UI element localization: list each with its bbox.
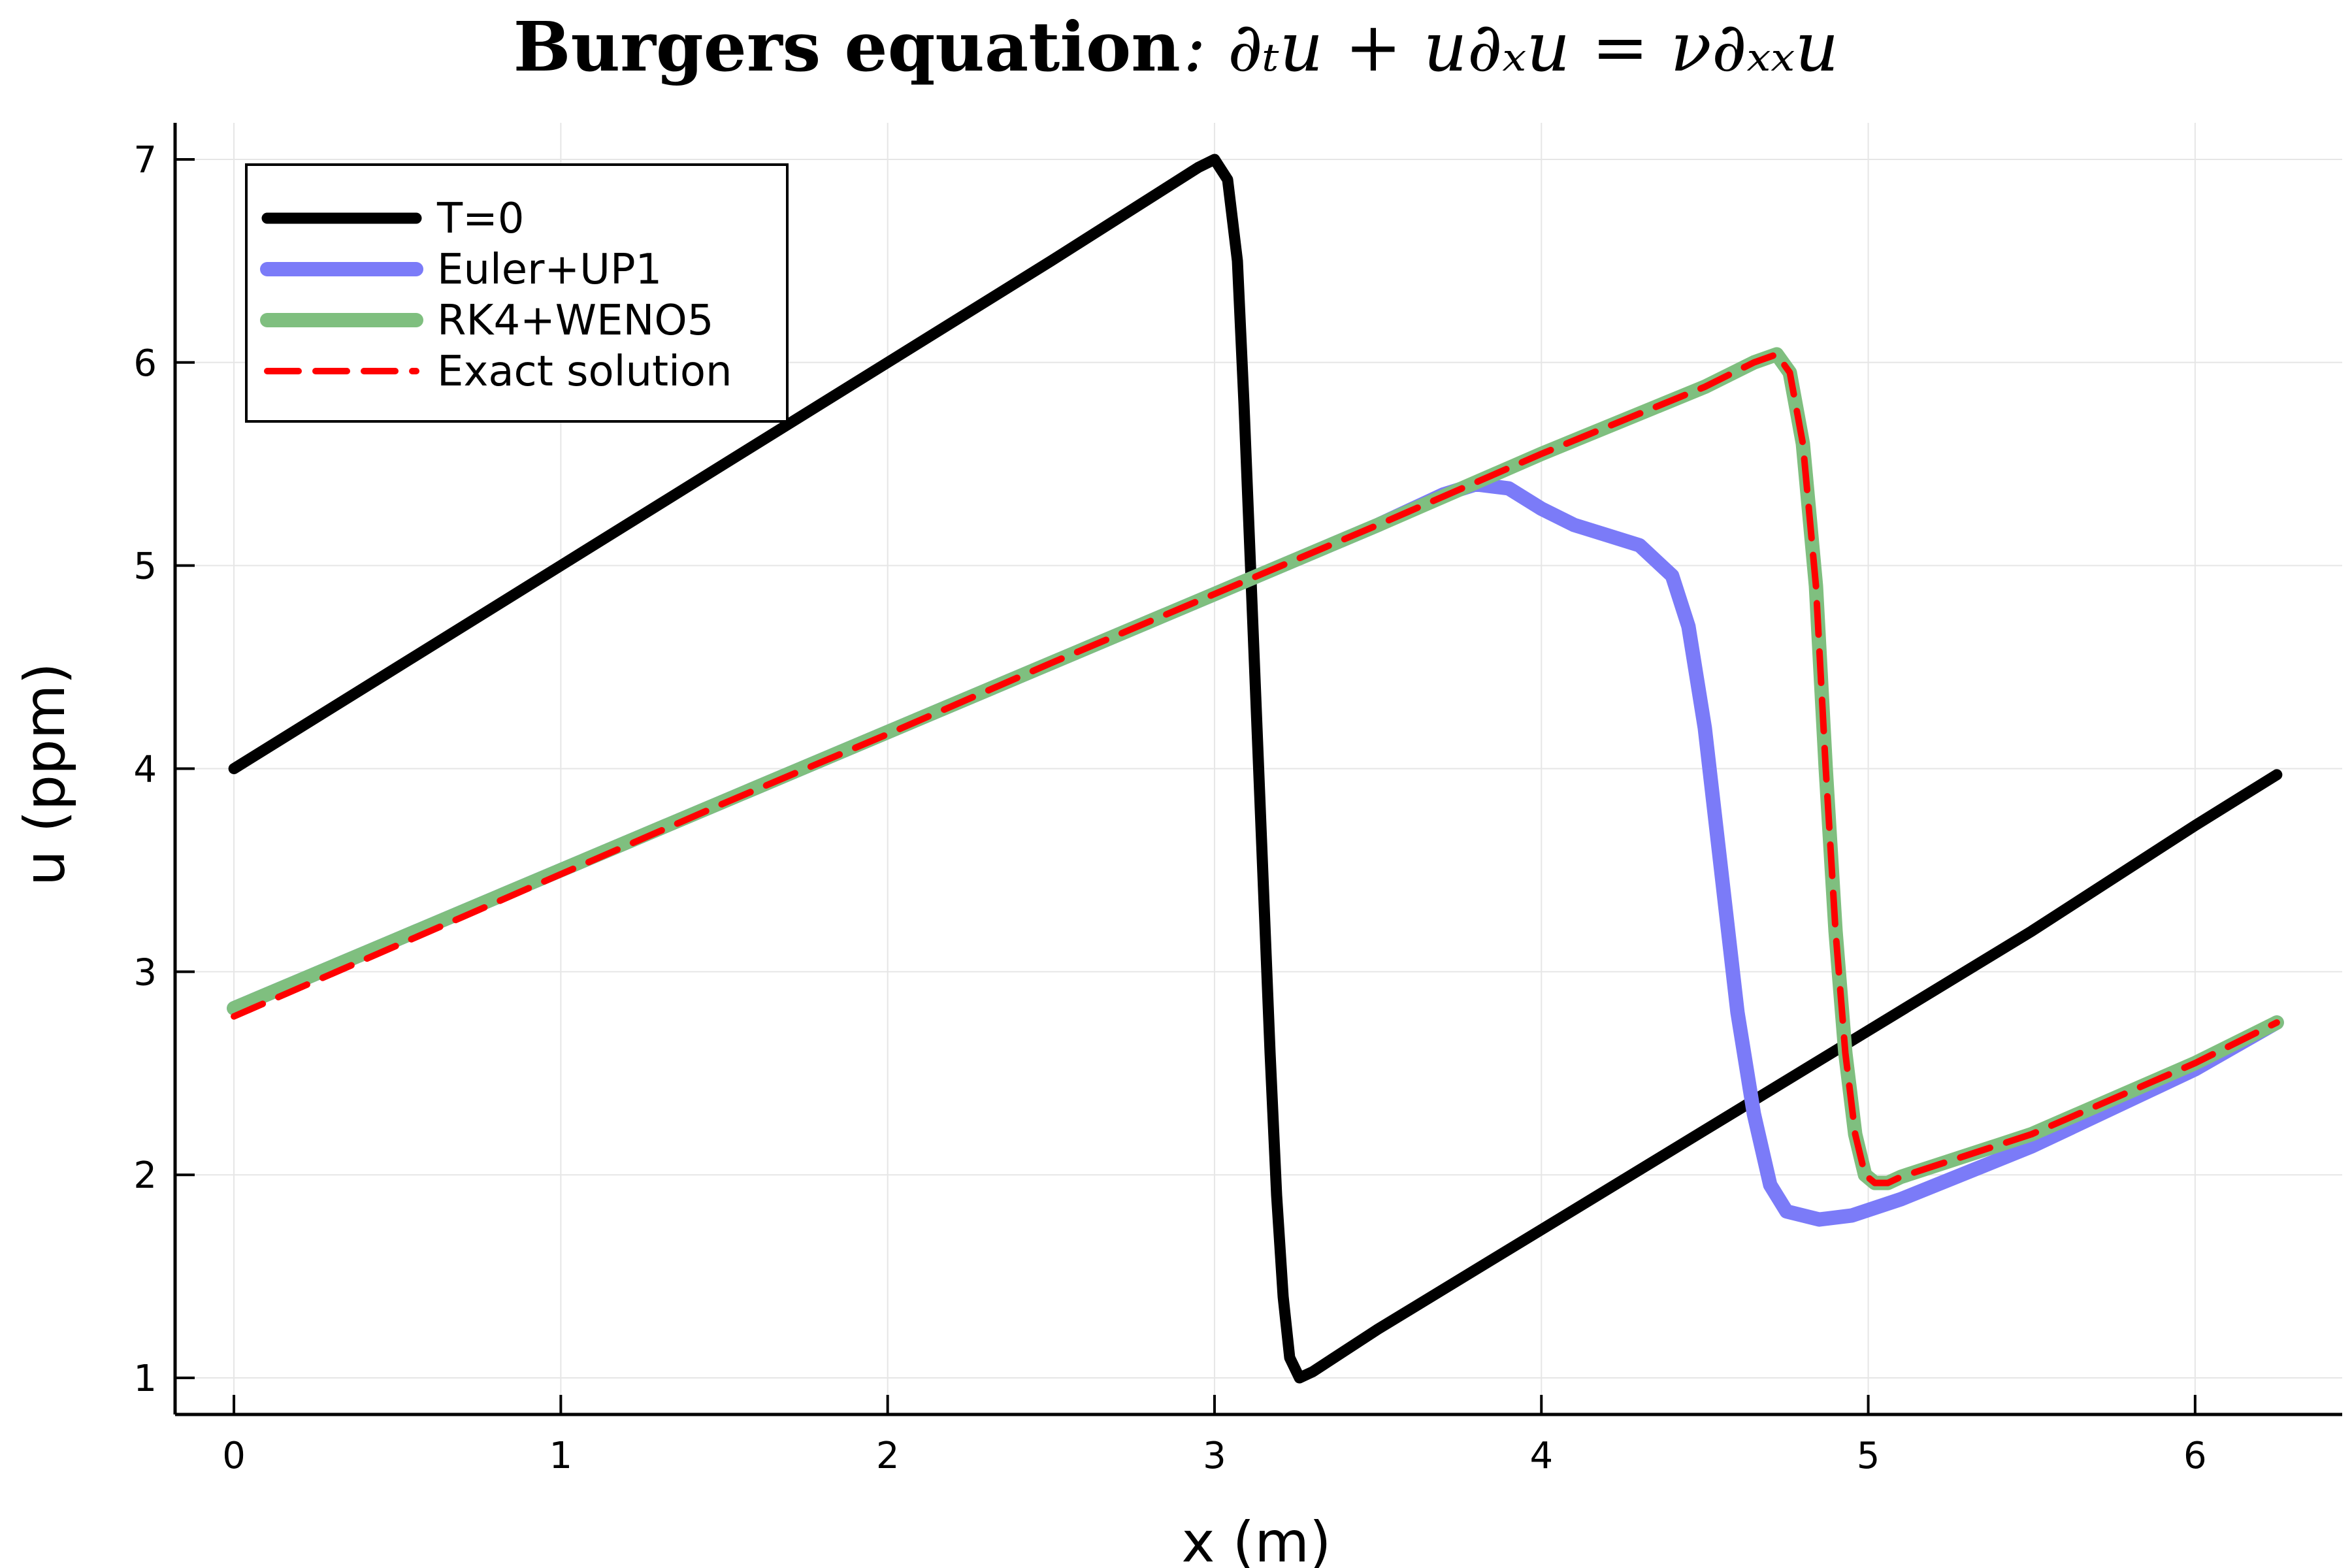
y-tick-label-4: 5 [133, 546, 157, 588]
x-tick-label-2: 2 [876, 1435, 900, 1477]
chart-title-bold: Burgers equation [514, 7, 1181, 87]
y-tick-label-2: 3 [133, 951, 157, 994]
y-tick-label-6: 7 [133, 139, 157, 182]
x-tick-label-1: 1 [549, 1435, 573, 1477]
x-tick-label-6: 6 [2183, 1435, 2207, 1477]
legend-box [245, 163, 789, 423]
chart-title: Burgers equation : ∂ₜu + u∂ₓu = ν∂ₓₓu [514, 7, 1839, 87]
series-line-0 [228, 154, 2283, 1384]
chart-title-math: : ∂ₜu + u∂ₓu = ν∂ₓₓu [1183, 7, 1839, 87]
x-tick-label-5: 5 [1857, 1435, 1880, 1477]
x-axis-label: x (m) [1181, 1510, 1331, 1568]
x-tick-label-4: 4 [1529, 1435, 1553, 1477]
grid [175, 123, 2342, 1414]
x-tick-label-3: 3 [1203, 1435, 1226, 1477]
y-tick-label-5: 6 [133, 342, 157, 385]
series-lines [227, 154, 2284, 1384]
legend-label-1: Euler+UP1 [437, 246, 662, 294]
series-line-3 [231, 351, 2280, 1186]
legend-label-3: Exact solution [437, 348, 732, 396]
y-tick-label-1: 2 [133, 1154, 157, 1197]
legend-label-0: T=0 [436, 195, 524, 243]
ticks: 0 1 2 3 4 5 6 1 2 3 4 5 6 7 [133, 139, 2206, 1477]
y-axis-label: u (ppm) [12, 662, 78, 886]
y-tick-label-0: 1 [133, 1358, 157, 1400]
legend-label-2: RK4+WENO5 [437, 297, 713, 345]
y-tick-label-3: 4 [133, 749, 157, 791]
x-tick-label-0: 0 [222, 1435, 246, 1477]
